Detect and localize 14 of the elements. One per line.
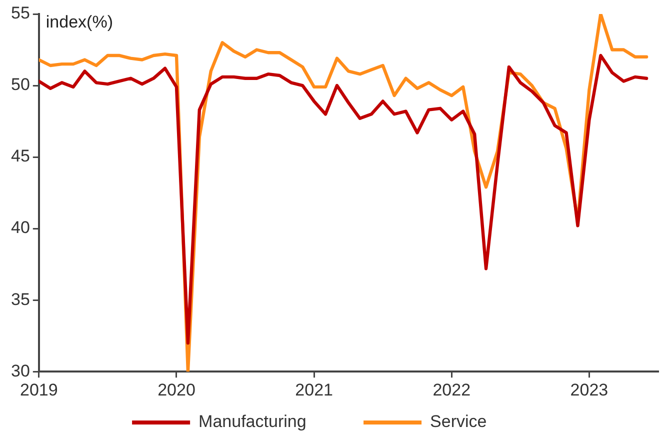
x-tick-label: 2023 [570, 380, 608, 400]
legend-label: Manufacturing [198, 412, 354, 432]
x-tick-label: 2021 [295, 380, 333, 400]
x-tick-label: 2019 [20, 380, 58, 400]
y-axis-title: index(%) [46, 12, 114, 32]
x-tick-label: 2022 [432, 380, 471, 400]
y-tick-label: 40 [10, 218, 30, 238]
y-tick-label: 35 [10, 290, 30, 309]
y-tick-label: 55 [10, 4, 30, 23]
y-tick-label: 50 [10, 75, 30, 94]
y-tick-label: 45 [10, 146, 30, 166]
y-tick-label: 30 [10, 361, 30, 380]
legend-label: Service [430, 412, 534, 432]
x-tick-label: 2020 [158, 380, 196, 400]
